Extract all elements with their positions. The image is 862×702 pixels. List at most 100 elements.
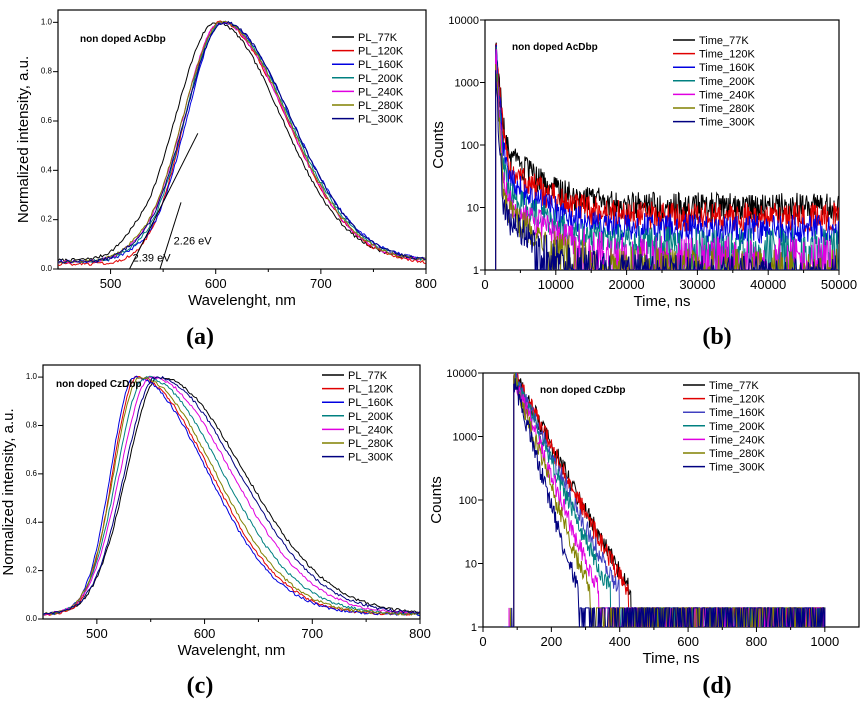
legend-label: PL_280K bbox=[358, 100, 404, 112]
legend-label: Time_240K bbox=[709, 434, 766, 446]
x-tick-label: 500 bbox=[100, 276, 122, 291]
x-axis-label: Time, ns bbox=[643, 650, 700, 667]
y-axis-label: Counts bbox=[428, 476, 445, 524]
y-tick-label: 0.6 bbox=[41, 116, 53, 125]
y-axis-label: Normalized intensity, a.u. bbox=[0, 408, 17, 575]
y-tick-label: 100 bbox=[459, 495, 477, 507]
y-tick-label: 1 bbox=[473, 265, 479, 277]
y-axis-label: Normalized intensity, a.u. bbox=[15, 56, 32, 223]
legend-label: PL_240K bbox=[348, 424, 394, 436]
legend-label: Time_300K bbox=[709, 462, 766, 474]
legend: Time_77KTime_120KTime_160KTime_200KTime_… bbox=[683, 380, 766, 474]
x-tick-label: 10000 bbox=[538, 277, 574, 292]
y-tick-label: 1000 bbox=[455, 78, 479, 90]
series-line-pl-77k bbox=[58, 21, 426, 263]
x-tick-label: 30000 bbox=[679, 277, 715, 292]
y-tick-label: 0.8 bbox=[26, 420, 38, 429]
x-tick-label: 800 bbox=[746, 634, 768, 649]
legend-label: PL_200K bbox=[358, 73, 404, 85]
x-tick-label: 700 bbox=[301, 626, 323, 641]
series-line-pl-300k bbox=[58, 20, 426, 264]
y-tick-label: 0.6 bbox=[26, 469, 38, 478]
x-tick-label: 0 bbox=[481, 277, 488, 292]
legend-label: Time_120K bbox=[709, 394, 766, 406]
y-tick-label: 1000 bbox=[453, 432, 477, 444]
tangent-line bbox=[129, 133, 199, 270]
chart-title: non doped AcDbp bbox=[80, 34, 166, 45]
y-tick-label: 100 bbox=[461, 140, 479, 152]
panel-b-chart: 0 10000 20000 30000 40000 50000 1 10 100 1000 1000… bbox=[430, 15, 857, 310]
panel-d-chart: 0 200 400 600 800 1000 1 10 100 1000 10000 Time, ns… bbox=[428, 368, 860, 667]
chart-title: non doped CzDbp bbox=[540, 385, 626, 396]
y-tick-label: 0.4 bbox=[26, 517, 38, 526]
x-tick-label: 1000 bbox=[810, 634, 839, 649]
panel-a-chart: 500 600 700 800 0.0 0.2 0.4 0.6 0.8 1.0 Wavelenght… bbox=[15, 9, 437, 309]
tangent-line bbox=[159, 202, 182, 270]
legend-label: Time_200K bbox=[709, 421, 766, 433]
legend-label: PL_77K bbox=[348, 370, 388, 382]
x-tick-label: 40000 bbox=[750, 277, 786, 292]
legend-label: Time_280K bbox=[699, 103, 756, 115]
x-tick-label: 600 bbox=[194, 626, 216, 641]
y-tick-label: 0.2 bbox=[41, 215, 53, 224]
legend-label: Time_120K bbox=[699, 49, 756, 61]
y-tick-label: 10 bbox=[465, 559, 477, 571]
x-axis-label: Wavelenght, nm bbox=[188, 292, 296, 309]
panel-letter-d: (d) bbox=[702, 673, 731, 699]
legend-label: PL_120K bbox=[348, 384, 394, 396]
y-tick-label: 0.8 bbox=[41, 67, 53, 76]
legend-label: Time_160K bbox=[709, 407, 766, 419]
x-tick-label: 800 bbox=[409, 626, 431, 641]
x-tick-label: 800 bbox=[415, 276, 437, 291]
plot-frame bbox=[57, 9, 427, 270]
y-tick-label: 1.0 bbox=[26, 372, 38, 381]
y-tick-label: 1 bbox=[471, 622, 477, 634]
series-group bbox=[58, 20, 426, 267]
series-line-pl-120k bbox=[58, 20, 426, 267]
y-axis-label: Counts bbox=[430, 121, 447, 169]
series-line-time-300k bbox=[503, 378, 826, 627]
chart-title: non doped AcDbp bbox=[512, 42, 598, 53]
legend-label: Time_160K bbox=[699, 62, 756, 74]
legend-label: PL_160K bbox=[358, 59, 404, 71]
panel-letter-a: (a) bbox=[186, 324, 214, 350]
y-tick-label: 0.0 bbox=[26, 614, 38, 623]
legend-label: Time_77K bbox=[709, 380, 759, 392]
legend-label: PL_120K bbox=[358, 46, 404, 58]
annotation-label: 2.26 eV bbox=[174, 235, 213, 247]
x-tick-label: 600 bbox=[677, 634, 699, 649]
y-tick-label: 10000 bbox=[446, 368, 477, 380]
series-group bbox=[503, 373, 826, 627]
series-line-pl-300k bbox=[43, 375, 420, 616]
series-line-time-240k bbox=[495, 49, 839, 270]
legend: Time_77KTime_120KTime_160KTime_200KTime_… bbox=[673, 35, 756, 129]
series-line-pl-240k bbox=[58, 21, 426, 264]
x-tick-label: 500 bbox=[86, 626, 108, 641]
series-group bbox=[495, 42, 839, 270]
y-tick-label: 0.4 bbox=[41, 165, 53, 174]
series-line-pl-77k bbox=[43, 376, 420, 616]
chart-title: non doped CzDbp bbox=[56, 379, 142, 390]
legend-label: Time_240K bbox=[699, 89, 756, 101]
x-axis-label: Wavelenght, nm bbox=[178, 642, 286, 659]
y-tick-label: 10 bbox=[467, 203, 479, 215]
y-tick-label: 0.0 bbox=[41, 264, 53, 273]
plot-frame bbox=[482, 372, 860, 628]
x-tick-label: 700 bbox=[310, 276, 332, 291]
legend-label: PL_77K bbox=[358, 32, 398, 44]
x-tick-label: 200 bbox=[541, 634, 563, 649]
series-line-time-160k bbox=[495, 44, 839, 270]
legend-label: Time_200K bbox=[699, 76, 756, 88]
legend-label: PL_300K bbox=[358, 114, 404, 126]
series-line-pl-240k bbox=[43, 376, 420, 616]
legend-label: Time_280K bbox=[709, 448, 766, 460]
legend-label: Time_300K bbox=[699, 117, 756, 129]
x-axis-label: Time, ns bbox=[634, 293, 691, 310]
x-tick-label: 20000 bbox=[609, 277, 645, 292]
legend-label: PL_240K bbox=[358, 86, 404, 98]
plot-frame bbox=[42, 364, 421, 620]
series-line-pl-200k bbox=[58, 21, 426, 264]
